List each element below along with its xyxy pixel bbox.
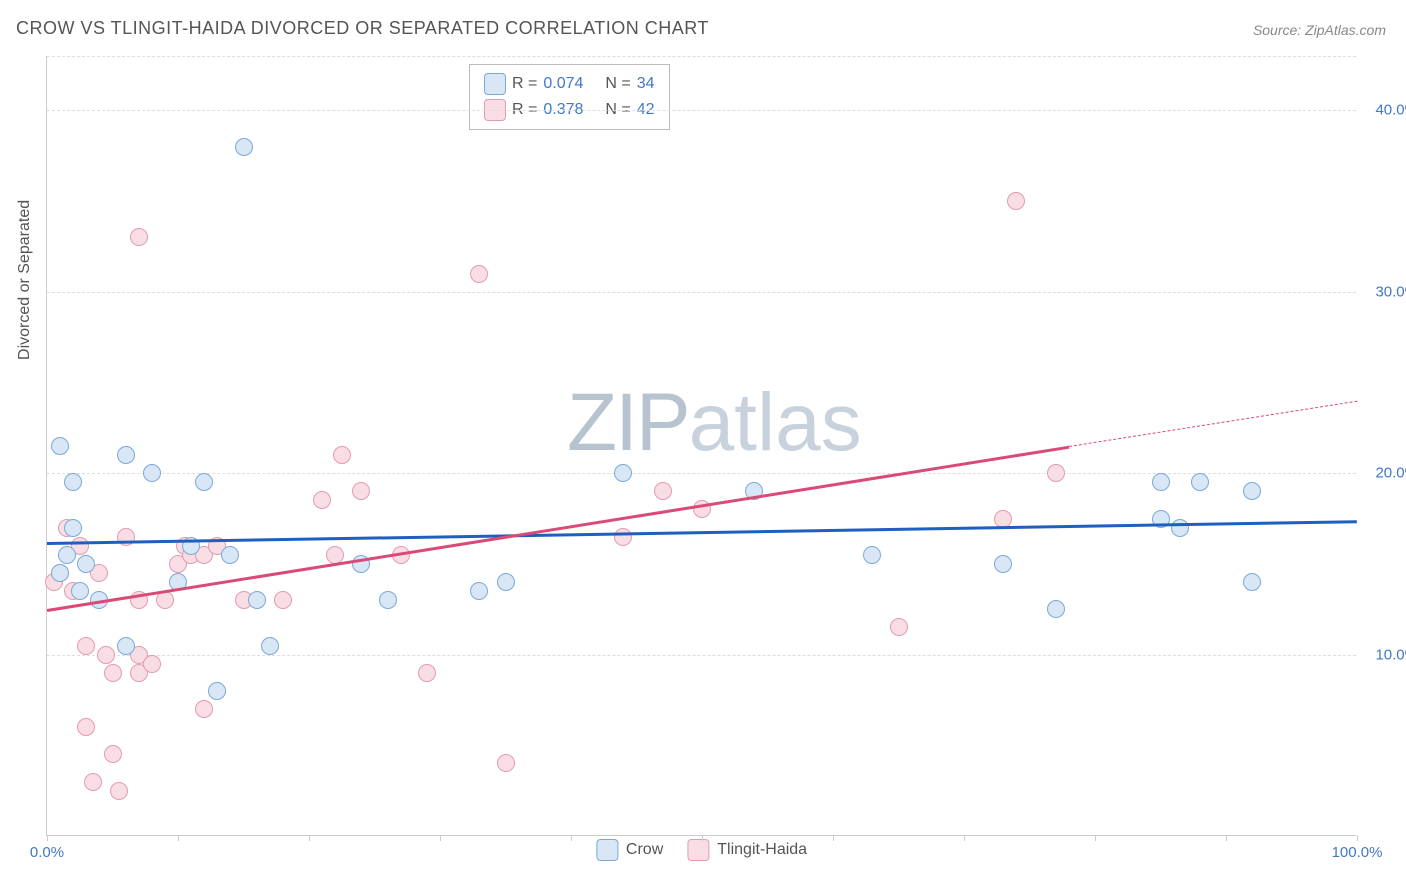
y-tick-label: 20.0%: [1363, 465, 1406, 482]
legend-item-tlingit: Tlingit-Haida: [687, 839, 807, 861]
crow-point: [143, 464, 161, 482]
tlingit-point: [104, 745, 122, 763]
watermark-atlas: atlas: [689, 377, 862, 468]
crow-point: [71, 582, 89, 600]
crow-r-value: 0.074: [543, 71, 583, 97]
tlingit-point: [313, 491, 331, 509]
crow-point: [51, 564, 69, 582]
x-tick: [964, 835, 965, 841]
x-tick: [702, 835, 703, 841]
crow-point: [379, 591, 397, 609]
x-tick-label-min: 0.0%: [30, 844, 64, 861]
r-label: R =: [512, 71, 537, 97]
swatch-crow-icon: [484, 73, 506, 95]
legend-label-crow: Crow: [626, 841, 663, 859]
stats-row-crow: R = 0.074 N = 34: [484, 71, 655, 97]
x-tick: [178, 835, 179, 841]
legend-item-crow: Crow: [596, 839, 663, 861]
tlingit-point: [1007, 192, 1025, 210]
crow-point: [1171, 519, 1189, 537]
source-label: Source: ZipAtlas.com: [1253, 22, 1386, 38]
crow-point: [64, 473, 82, 491]
watermark: ZIPatlas: [567, 376, 862, 470]
tlingit-point: [110, 782, 128, 800]
chart-title: CROW VS TLINGIT-HAIDA DIVORCED OR SEPARA…: [16, 18, 709, 39]
crow-point: [497, 573, 515, 591]
x-tick: [1226, 835, 1227, 841]
tlingit-point: [97, 646, 115, 664]
tlingit-point: [104, 664, 122, 682]
crow-point: [863, 546, 881, 564]
crow-point: [208, 682, 226, 700]
tlingit-point: [156, 591, 174, 609]
x-tick: [309, 835, 310, 841]
crow-point: [1191, 473, 1209, 491]
plot-area: ZIPatlas R = 0.074 N = 34 R = 0.378 N = …: [46, 56, 1356, 836]
crow-point: [64, 519, 82, 537]
trend-line: [1069, 401, 1357, 447]
crow-point: [195, 473, 213, 491]
tlingit-point: [890, 618, 908, 636]
crow-point: [1152, 473, 1170, 491]
crow-point: [117, 637, 135, 655]
stats-legend: R = 0.074 N = 34 R = 0.378 N = 42: [469, 64, 670, 130]
tlingit-point: [130, 228, 148, 246]
tlingit-point: [195, 700, 213, 718]
crow-point: [994, 555, 1012, 573]
crow-point: [261, 637, 279, 655]
tlingit-point: [77, 637, 95, 655]
crow-point: [470, 582, 488, 600]
tlingit-point: [994, 510, 1012, 528]
swatch-crow-icon: [596, 839, 618, 861]
tlingit-point: [418, 664, 436, 682]
watermark-zip: ZIP: [567, 377, 689, 468]
x-tick: [571, 835, 572, 841]
crow-point: [58, 546, 76, 564]
legend-label-tlingit: Tlingit-Haida: [717, 841, 807, 859]
x-tick: [1095, 835, 1096, 841]
crow-point: [614, 464, 632, 482]
tlingit-point: [497, 754, 515, 772]
tlingit-point: [333, 446, 351, 464]
tlingit-point: [274, 591, 292, 609]
y-tick-label: 40.0%: [1363, 102, 1406, 119]
tlingit-point: [654, 482, 672, 500]
crow-point: [235, 138, 253, 156]
crow-point: [221, 546, 239, 564]
x-tick-label-max: 100.0%: [1332, 844, 1383, 861]
tlingit-point: [470, 265, 488, 283]
crow-point: [1243, 482, 1261, 500]
grid-line: [47, 110, 1356, 111]
grid-line: [47, 655, 1356, 656]
x-tick: [1357, 835, 1358, 841]
x-tick: [833, 835, 834, 841]
tlingit-point: [84, 773, 102, 791]
crow-point: [248, 591, 266, 609]
x-tick: [47, 835, 48, 841]
crow-point: [117, 446, 135, 464]
trend-line: [47, 520, 1357, 544]
y-tick-label: 30.0%: [1363, 283, 1406, 300]
series-legend: Crow Tlingit-Haida: [596, 839, 807, 861]
grid-line: [47, 292, 1356, 293]
crow-point: [1047, 600, 1065, 618]
tlingit-point: [614, 528, 632, 546]
tlingit-point: [77, 718, 95, 736]
x-tick: [440, 835, 441, 841]
crow-point: [77, 555, 95, 573]
crow-n-value: 34: [637, 71, 655, 97]
tlingit-point: [1047, 464, 1065, 482]
crow-point: [51, 437, 69, 455]
crow-point: [1243, 573, 1261, 591]
swatch-tlingit-icon: [687, 839, 709, 861]
tlingit-point: [143, 655, 161, 673]
n-label: N =: [605, 71, 630, 97]
tlingit-point: [352, 482, 370, 500]
y-axis-label: Divorced or Separated: [16, 200, 34, 360]
grid-line: [47, 56, 1356, 57]
y-tick-label: 10.0%: [1363, 646, 1406, 663]
